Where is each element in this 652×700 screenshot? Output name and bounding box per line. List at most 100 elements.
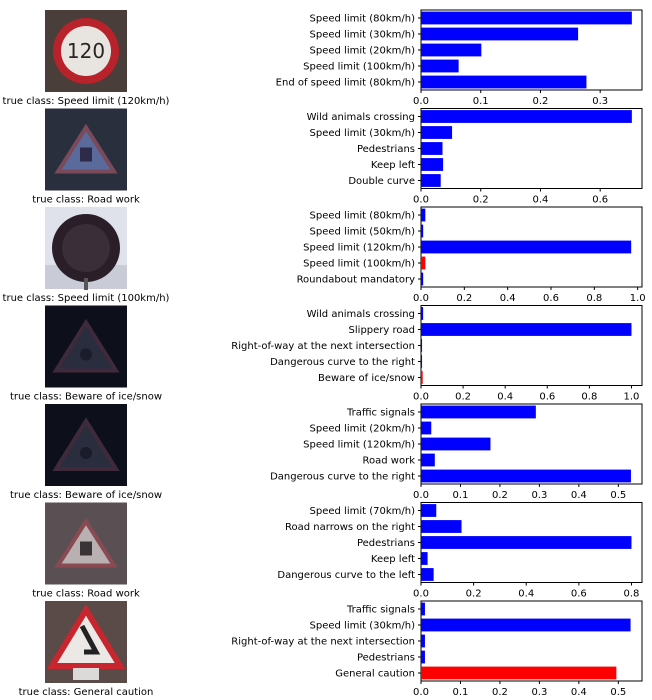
bar — [421, 634, 425, 648]
category-label: Beware of ice/snow — [318, 373, 415, 384]
x-tick-label: 0.1 — [453, 490, 469, 501]
category-label: Speed limit (100km/h) — [303, 62, 415, 73]
x-tick-label: 0.0 — [413, 687, 429, 698]
bar — [421, 59, 459, 73]
bar — [421, 666, 617, 680]
bar — [421, 602, 425, 616]
panel-7: true class: General caution Traffic signa… — [19, 600, 643, 698]
bar — [421, 272, 424, 286]
category-label: Speed limit (30km/h) — [310, 621, 416, 632]
x-tick-label: 0.2 — [492, 490, 508, 501]
x-tick-label: 0.6 — [539, 392, 555, 403]
category-label: Traffic signals — [346, 408, 415, 419]
x-tick-label: 0.5 — [610, 687, 626, 698]
category-label: Speed limit (20km/h) — [310, 424, 416, 435]
x-tick-label: 0.5 — [610, 490, 626, 501]
bar — [421, 371, 423, 384]
bar — [421, 307, 424, 320]
bar — [421, 11, 632, 25]
bar — [421, 142, 443, 155]
axes-frame — [420, 305, 643, 386]
true-class-caption: true class: Speed limit (120km/h) — [3, 96, 170, 107]
x-tick-label: 0.8 — [586, 293, 602, 304]
x-tick-label: 0.3 — [592, 96, 608, 107]
bar — [421, 174, 441, 187]
x-tick-label: 0.0 — [413, 195, 429, 206]
category-label: Roundabout mandatory — [297, 275, 416, 286]
bar — [421, 405, 536, 419]
bar — [421, 536, 632, 549]
category-label: Keep left — [371, 554, 415, 565]
beware-of-ice-snow-sign-icon — [45, 305, 127, 388]
x-tick-label: 0.2 — [455, 392, 471, 403]
category-label: Speed limit (80km/h) — [310, 14, 416, 25]
category-label: Road work — [363, 456, 416, 467]
bar — [421, 126, 453, 139]
true-class-caption: true class: General caution — [19, 687, 154, 698]
x-tick-label: 0.1 — [473, 96, 489, 107]
x-tick-label: 0.4 — [500, 293, 516, 304]
speed-limit-100-sign-icon — [45, 207, 127, 290]
category-label: Speed limit (80km/h) — [310, 211, 416, 222]
x-tick-label: 1.0 — [630, 293, 646, 304]
bar — [421, 437, 491, 451]
bar — [421, 208, 426, 222]
speed-limit-120-sign-icon: 120 — [45, 10, 127, 92]
category-label: Right-of-way at the next intersection — [231, 637, 415, 648]
bar — [421, 568, 434, 581]
category-label: Pedestrians — [357, 538, 415, 549]
bar — [421, 110, 632, 123]
category-label: Wild animals crossing — [307, 309, 415, 320]
bar — [421, 355, 423, 368]
x-tick-label: 0.2 — [456, 293, 472, 304]
true-class-caption: true class: Road work — [32, 589, 140, 600]
beware-of-ice-snow-sign-icon — [45, 404, 127, 486]
category-label: Double curve — [348, 176, 415, 187]
bar — [421, 552, 428, 565]
x-tick-label: 0.1 — [453, 687, 469, 698]
panel-1: 120 true class: Speed limit (120km/h) Spee… — [3, 9, 643, 107]
x-tick-label: 0.2 — [533, 96, 549, 107]
x-tick-label: 0.8 — [624, 589, 640, 600]
category-label: Speed limit (30km/h) — [310, 30, 416, 41]
category-label: Slippery road — [349, 325, 415, 336]
category-label: Speed limit (50km/h) — [310, 227, 416, 238]
bar — [421, 43, 482, 57]
panel-2: true class: Road work Wild animals crossi… — [32, 108, 643, 206]
panel-5: true class: Beware of ice/snow Traffic si… — [10, 403, 643, 501]
x-tick-label: 0.4 — [518, 589, 534, 600]
bar — [421, 224, 424, 238]
bar — [421, 75, 587, 89]
category-label: Speed limit (20km/h) — [310, 46, 416, 57]
x-tick-label: 0.2 — [466, 589, 482, 600]
bar — [421, 27, 579, 41]
true-class-caption: true class: Beware of ice/snow — [10, 490, 162, 501]
x-tick-label: 0.4 — [497, 392, 513, 403]
bar — [421, 504, 437, 517]
true-class-caption: true class: Road work — [32, 195, 140, 206]
x-tick-label: 0.4 — [571, 490, 587, 501]
category-label: Dangerous curve to the right — [270, 472, 415, 483]
bar — [421, 339, 423, 352]
category-label: Road narrows on the right — [285, 522, 415, 533]
x-tick-label: 0.6 — [543, 293, 559, 304]
category-label: Dangerous curve to the left — [277, 570, 415, 581]
x-tick-label: 0.0 — [413, 96, 429, 107]
bar — [421, 421, 432, 435]
panel-3: true class: Speed limit (100km/h) Speed l… — [3, 206, 646, 304]
bar — [421, 240, 632, 254]
bar — [421, 158, 444, 171]
category-label: Speed limit (70km/h) — [310, 506, 416, 517]
road-work-sign-icon — [45, 502, 127, 585]
bar — [421, 520, 462, 533]
x-tick-label: 0.6 — [592, 195, 608, 206]
bar — [421, 469, 631, 483]
bar — [421, 256, 426, 270]
bar — [421, 618, 631, 632]
x-tick-label: 0.3 — [531, 490, 547, 501]
x-tick-label: 0.0 — [413, 490, 429, 501]
bar — [421, 323, 632, 336]
panel-4: true class: Beware of ice/snow Wild anima… — [10, 305, 643, 403]
general-caution-sign-icon — [45, 601, 127, 683]
